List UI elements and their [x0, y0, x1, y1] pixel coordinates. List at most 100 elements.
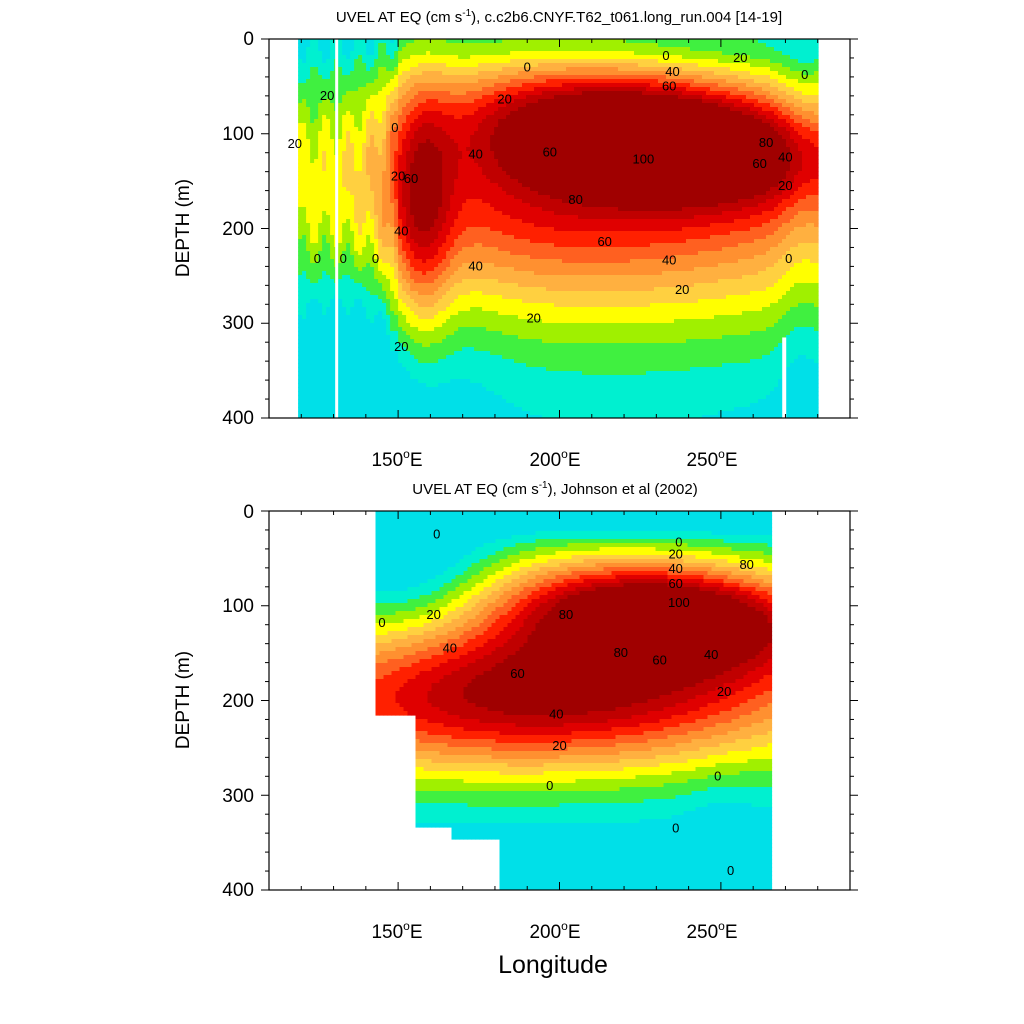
field-cell: [650, 59, 655, 64]
field-cell: [406, 111, 411, 116]
field-cell: [618, 159, 623, 164]
field-cell: [686, 87, 691, 92]
field-cell: [350, 135, 355, 140]
field-cell: [742, 155, 747, 160]
field-cell: [526, 63, 531, 68]
field-cell: [338, 87, 343, 92]
field-cell: [602, 131, 607, 136]
field-cell: [794, 175, 799, 180]
field-cell: [474, 159, 479, 164]
field-cell: [582, 91, 587, 96]
field-cell: [474, 107, 479, 112]
panel-model: UVEL AT EQ (cm s-1), c.c2b6.CNYF.T62_t06…: [173, 8, 858, 471]
field-cell: [390, 59, 395, 64]
field-cell: [486, 187, 491, 192]
field-cell: [558, 107, 563, 112]
field-cell: [594, 135, 599, 140]
field-cell: [802, 79, 807, 84]
field-cell: [798, 59, 803, 64]
field-cell: [458, 67, 463, 72]
field-cell: [642, 71, 647, 76]
field-cell: [418, 159, 423, 164]
field-cell: [318, 79, 323, 84]
field-cell: [642, 179, 647, 184]
field-cell: [798, 175, 803, 180]
field-cell: [506, 63, 511, 68]
field-cell: [630, 111, 635, 116]
field-cell: [634, 67, 639, 72]
field-cell: [802, 59, 807, 64]
field-cell: [410, 91, 415, 96]
field-cell: [478, 39, 483, 44]
field-cell: [738, 63, 743, 68]
field-cell: [350, 179, 355, 184]
field-cell: [406, 171, 411, 176]
field-cell: [494, 147, 499, 152]
field-cell: [514, 91, 519, 96]
field-cell: [398, 159, 403, 164]
field-cell: [690, 147, 695, 152]
field-cell: [438, 147, 443, 152]
field-cell: [602, 167, 607, 172]
field-cell: [510, 43, 515, 48]
field-cell: [710, 59, 715, 64]
field-cell: [682, 71, 687, 76]
field-cell: [538, 159, 543, 164]
field-cell: [470, 183, 475, 188]
field-cell: [798, 143, 803, 148]
field-cell: [614, 171, 619, 176]
field-cell: [682, 147, 687, 152]
field-cell: [618, 143, 623, 148]
field-cell: [598, 103, 603, 108]
field-cell: [598, 91, 603, 96]
field-cell: [762, 39, 767, 44]
field-cell: [386, 139, 391, 144]
field-cell: [638, 131, 643, 136]
field-cell: [790, 175, 795, 180]
field-cell: [434, 127, 439, 132]
field-cell: [778, 115, 783, 120]
field-cell: [418, 179, 423, 184]
field-cell: [694, 183, 699, 188]
field-cell: [402, 179, 407, 184]
field-cell: [662, 143, 667, 148]
field-cell: [702, 155, 707, 160]
field-cell: [342, 75, 347, 80]
field-cell: [626, 119, 631, 124]
field-cell: [778, 67, 783, 72]
field-cell: [562, 47, 567, 52]
field-cell: [346, 151, 351, 156]
field-cell: [570, 139, 575, 144]
field-cell: [566, 115, 571, 120]
field-cell: [522, 183, 527, 188]
field-cell: [486, 191, 491, 196]
field-cell: [542, 151, 547, 156]
field-cell: [750, 163, 755, 168]
field-cell: [690, 127, 695, 132]
field-cell: [682, 59, 687, 64]
field-cell: [774, 39, 779, 44]
field-cell: [534, 111, 539, 116]
field-cell: [510, 187, 515, 192]
field-cell: [462, 71, 467, 76]
field-cell: [650, 123, 655, 128]
field-cell: [750, 147, 755, 152]
field-cell: [454, 51, 459, 56]
field-cell: [542, 47, 547, 52]
field-cell: [598, 139, 603, 144]
field-cell: [350, 67, 355, 72]
field-cell: [766, 67, 771, 72]
field-cell: [698, 155, 703, 160]
field-cell: [750, 47, 755, 52]
field-cell: [490, 59, 495, 64]
field-cell: [674, 63, 679, 68]
field-cell: [766, 83, 771, 88]
field-cell: [810, 107, 815, 112]
field-cell: [550, 75, 555, 80]
field-cell: [702, 67, 707, 72]
field-cell: [614, 79, 619, 84]
field-cell: [646, 71, 651, 76]
field-cell: [770, 87, 775, 92]
field-cell: [694, 87, 699, 92]
field-cell: [402, 183, 407, 188]
